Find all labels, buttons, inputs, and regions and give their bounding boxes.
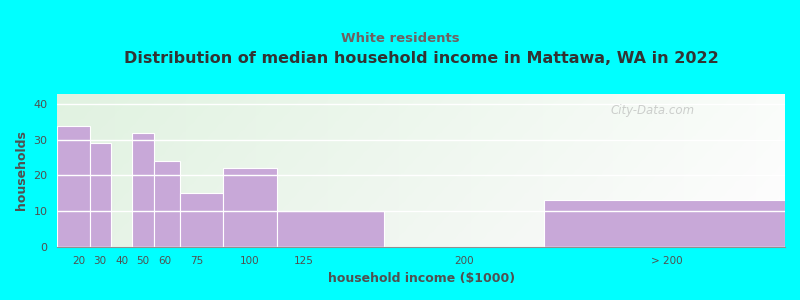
Text: City-Data.com: City-Data.com bbox=[610, 104, 694, 117]
Text: White residents: White residents bbox=[341, 32, 459, 44]
Bar bbox=[132, 133, 154, 247]
Bar bbox=[181, 193, 223, 247]
Bar bbox=[277, 211, 384, 247]
Bar bbox=[154, 161, 181, 247]
X-axis label: household income ($1000): household income ($1000) bbox=[328, 272, 514, 285]
Title: Distribution of median household income in Mattawa, WA in 2022: Distribution of median household income … bbox=[124, 51, 718, 66]
Y-axis label: households: households bbox=[15, 130, 28, 210]
Bar bbox=[58, 126, 90, 247]
Bar bbox=[223, 168, 277, 247]
Bar bbox=[544, 200, 785, 247]
Bar bbox=[90, 143, 111, 247]
